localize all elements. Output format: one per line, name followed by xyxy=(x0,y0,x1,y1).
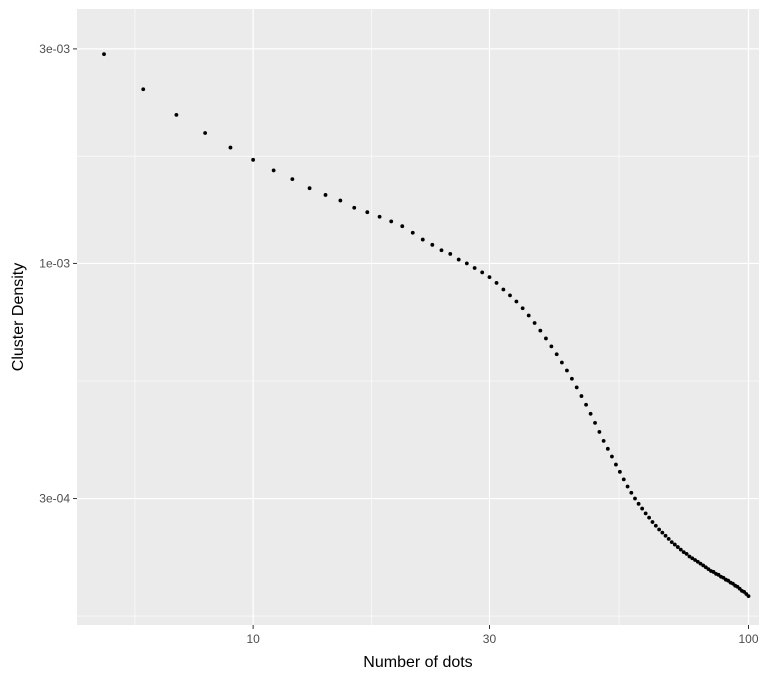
data-point xyxy=(621,477,626,482)
data-points xyxy=(102,52,751,599)
x-axis: 10 30 100 xyxy=(246,625,759,646)
data-point xyxy=(508,293,512,298)
data-point xyxy=(228,145,233,150)
data-point xyxy=(684,551,689,556)
data-point xyxy=(672,542,677,547)
data-point xyxy=(549,344,554,349)
data-point xyxy=(653,523,658,528)
data-point xyxy=(650,520,655,524)
data-point xyxy=(352,205,357,210)
data-point xyxy=(678,547,683,552)
data-point xyxy=(565,368,569,373)
data-point xyxy=(610,454,614,459)
data-point xyxy=(480,270,485,275)
data-point xyxy=(338,198,343,203)
data-point xyxy=(597,430,602,434)
data-point xyxy=(693,558,697,562)
data-point xyxy=(701,563,706,568)
data-point xyxy=(174,112,179,117)
y-axis-title: Cluster Density xyxy=(10,263,27,371)
data-point xyxy=(544,336,548,341)
data-point xyxy=(643,511,648,516)
data-point xyxy=(448,252,453,256)
y-tick-label: 3e-04 xyxy=(39,492,70,506)
data-point xyxy=(690,556,695,561)
data-point xyxy=(660,530,665,535)
data-point xyxy=(574,385,579,390)
data-point xyxy=(633,496,637,501)
data-point xyxy=(538,328,543,333)
data-point xyxy=(554,352,559,357)
data-point xyxy=(410,230,415,235)
data-point xyxy=(617,469,622,474)
x-tick-label: 100 xyxy=(738,632,758,646)
data-point xyxy=(271,168,276,173)
data-point xyxy=(675,545,680,549)
data-point xyxy=(251,157,256,162)
data-point xyxy=(456,257,461,262)
data-point xyxy=(669,540,674,545)
data-point xyxy=(377,214,382,219)
data-point xyxy=(666,536,671,541)
data-point xyxy=(439,248,444,253)
data-point xyxy=(389,219,394,224)
data-point xyxy=(579,394,584,398)
data-point xyxy=(593,420,597,425)
plot-panel xyxy=(77,9,759,625)
data-point xyxy=(420,237,425,242)
data-point xyxy=(647,515,652,520)
data-point xyxy=(290,177,295,182)
data-point xyxy=(584,402,588,407)
data-point xyxy=(657,527,662,532)
data-point xyxy=(614,462,618,467)
data-point xyxy=(681,550,686,555)
minor-gridlines xyxy=(77,9,759,625)
data-point xyxy=(605,446,610,451)
data-point xyxy=(746,594,751,599)
y-axis: 3e-04 1e-03 3e-03 xyxy=(39,42,77,506)
data-point xyxy=(494,281,499,285)
data-point xyxy=(532,321,537,325)
data-point xyxy=(559,360,564,365)
y-tick-label: 3e-03 xyxy=(39,42,70,56)
major-gridlines xyxy=(77,9,759,625)
data-point xyxy=(141,87,146,92)
y-tick-label: 1e-03 xyxy=(39,256,70,270)
data-point xyxy=(487,275,492,280)
data-point xyxy=(102,52,106,57)
data-point xyxy=(569,376,574,381)
x-tick-label: 30 xyxy=(483,632,497,646)
data-point xyxy=(323,193,328,197)
data-point xyxy=(520,306,525,311)
data-point xyxy=(203,131,208,135)
data-point xyxy=(588,411,593,416)
data-point xyxy=(514,299,519,304)
data-point xyxy=(629,490,634,495)
data-point xyxy=(472,266,477,270)
data-point xyxy=(636,501,641,506)
data-point xyxy=(695,559,700,564)
x-tick-label: 10 xyxy=(246,632,260,646)
x-axis-title: Number of dots xyxy=(363,654,472,671)
data-point xyxy=(430,242,435,247)
data-point xyxy=(501,287,506,292)
data-point xyxy=(400,224,405,229)
data-point xyxy=(365,210,370,215)
data-point xyxy=(698,561,703,566)
data-point xyxy=(464,261,469,266)
data-point xyxy=(640,506,645,511)
data-point xyxy=(625,484,630,489)
data-point xyxy=(307,186,312,191)
data-point xyxy=(601,439,606,443)
data-point xyxy=(526,313,531,318)
data-point xyxy=(687,554,692,559)
data-point xyxy=(663,533,668,538)
